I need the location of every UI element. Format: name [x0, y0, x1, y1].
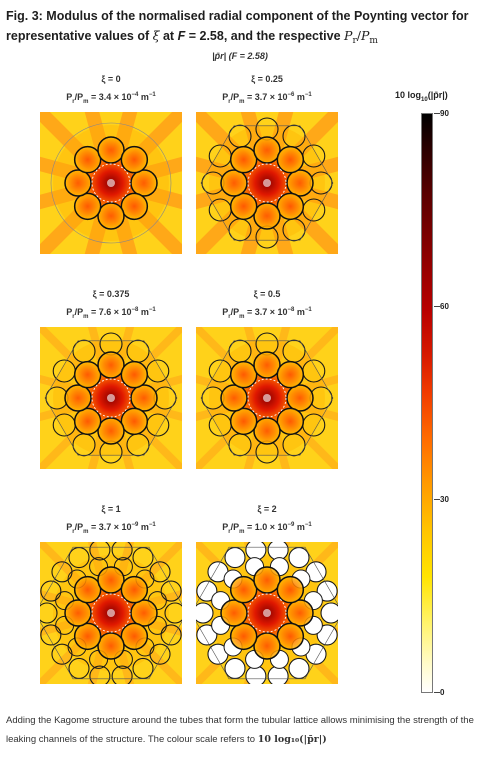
colorbar	[421, 113, 433, 693]
panel-ratio-label: Pr/Pm = 3.7 × 10−9 m−1	[66, 522, 156, 535]
caption-ratio: Pr/Pm	[344, 28, 378, 46]
panel-xi-label: ξ = 0.5	[253, 289, 281, 299]
field-map-image	[196, 542, 338, 684]
panel-xi-label: ξ = 0.375	[92, 289, 130, 299]
panel-xi-label: ξ = 0.25	[251, 74, 283, 84]
caption-text3: = 2.58, and the respective	[188, 29, 341, 43]
caption-xi: ξ	[152, 28, 160, 43]
caption-f: F	[177, 29, 186, 43]
field-map-image	[196, 327, 338, 469]
caption-label: Fig. 3:	[6, 9, 43, 23]
colorbar-tick-30	[434, 499, 440, 500]
figure-caption: Fig. 3: Modulus of the normalised radial…	[6, 6, 474, 51]
field-map-image	[40, 542, 182, 684]
panel-xi-0.375: ξ = 0.375 Pr/Pm = 7.6 × 10−8 m−1	[40, 289, 182, 469]
colorbar-label-30: 30	[440, 495, 449, 504]
panel-xi-0.25: ξ = 0.25 Pr/Pm = 3.7 × 10−6 m−1	[196, 74, 338, 254]
colorbar-tick-0	[434, 692, 440, 693]
field-map-image	[196, 112, 338, 254]
figure-footnote: Adding the Kagome structure around the t…	[6, 711, 476, 749]
colorbar-title: 10 log10(|p̄r|)	[395, 90, 448, 103]
footer-math: 10 log₁₀(|p̄r|)	[257, 734, 327, 745]
panel-xi-0: ξ = 0 Pr/Pm = 3.4 × 10−4 m−1	[40, 74, 182, 254]
panel-ratio-label: Pr/Pm = 7.6 × 10−8 m−1	[66, 307, 156, 320]
panel-xi-2: ξ = 2 Pr/Pm = 1.0 × 10−9 m−1	[196, 504, 338, 684]
field-map-image	[40, 112, 182, 254]
panel-xi-label: ξ = 1	[101, 504, 121, 514]
figure-header: |p̄r| (F = 2.58)	[212, 51, 268, 61]
panel-ratio-label: Pr/Pm = 1.0 × 10−9 m−1	[222, 522, 312, 535]
colorbar-tick-60	[434, 306, 440, 307]
caption-text2: at	[162, 29, 175, 43]
colorbar-label-0: 0	[440, 688, 445, 697]
field-map-image	[40, 327, 182, 469]
colorbar-label-90: 90	[440, 109, 449, 118]
panel-ratio-label: Pr/Pm = 3.7 × 10−8 m−1	[222, 307, 312, 320]
caption-text: Modulus of the normalised radial compone…	[6, 9, 469, 43]
panel-ratio-label: Pr/Pm = 3.4 × 10−4 m−1	[66, 92, 156, 105]
panel-xi-label: ξ = 0	[101, 74, 121, 84]
footer-text: Adding the Kagome structure around the t…	[6, 715, 474, 745]
colorbar-tick-90	[434, 113, 440, 114]
panel-xi-1: ξ = 1 Pr/Pm = 3.7 × 10−9 m−1	[40, 504, 182, 684]
panel-xi-0.5: ξ = 0.5 Pr/Pm = 3.7 × 10−8 m−1	[196, 289, 338, 469]
panel-ratio-label: Pr/Pm = 3.7 × 10−6 m−1	[222, 92, 312, 105]
panel-xi-label: ξ = 2	[257, 504, 277, 514]
colorbar-label-60: 60	[440, 302, 449, 311]
